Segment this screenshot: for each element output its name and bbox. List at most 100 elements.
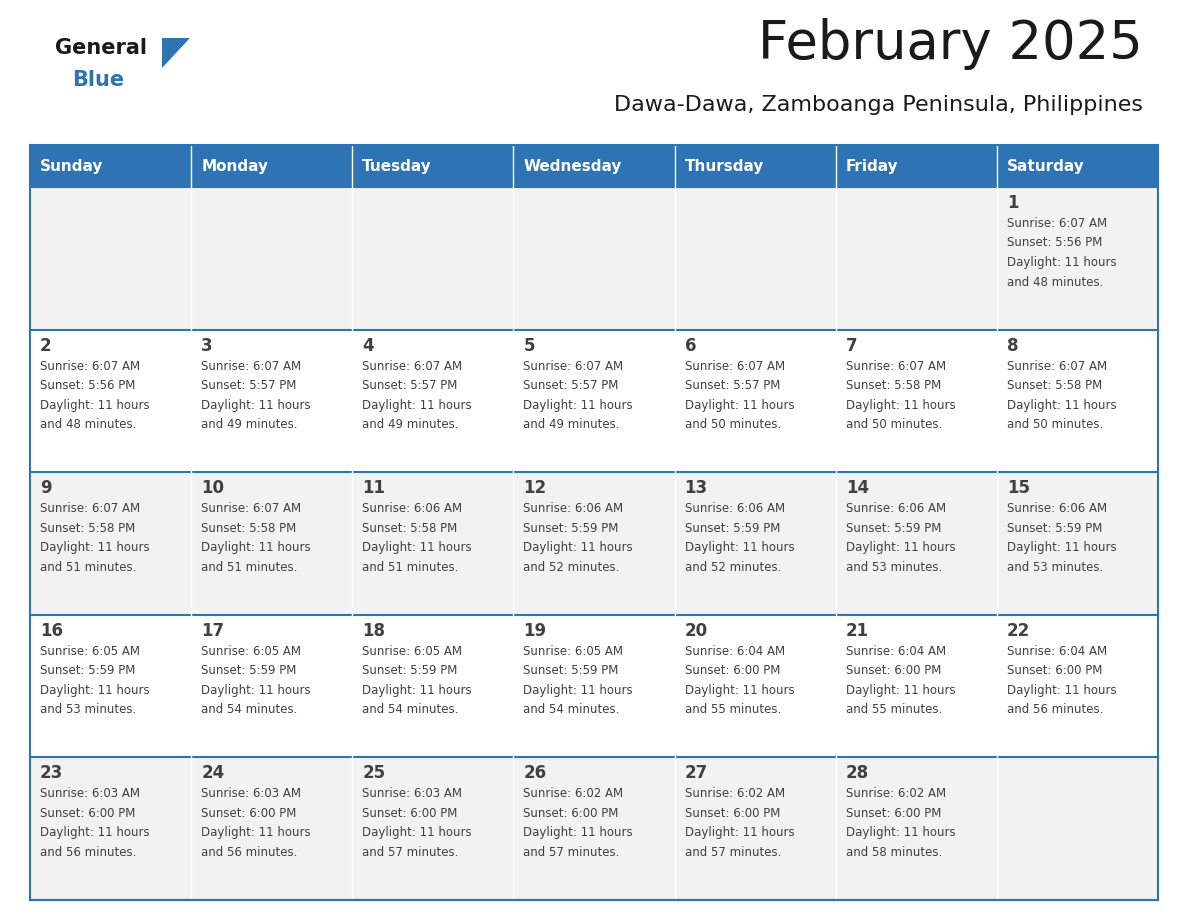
Text: Sunset: 5:58 PM: Sunset: 5:58 PM	[362, 521, 457, 534]
Text: Sunset: 5:58 PM: Sunset: 5:58 PM	[201, 521, 296, 534]
Bar	[997, 757, 1158, 900]
Text: Tuesday: Tuesday	[362, 159, 432, 174]
Bar	[513, 330, 675, 472]
Bar	[997, 615, 1158, 757]
Text: Daylight: 11 hours: Daylight: 11 hours	[40, 826, 150, 839]
Text: 11: 11	[362, 479, 385, 498]
Text: and 50 minutes.: and 50 minutes.	[846, 418, 942, 431]
Text: Sunset: 5:59 PM: Sunset: 5:59 PM	[524, 521, 619, 534]
Text: Sunrise: 6:06 AM: Sunrise: 6:06 AM	[524, 502, 624, 515]
Text: Daylight: 11 hours: Daylight: 11 hours	[684, 542, 795, 554]
Text: Saturday: Saturday	[1007, 159, 1085, 174]
Bar	[30, 757, 191, 900]
Text: and 51 minutes.: and 51 minutes.	[40, 561, 137, 574]
Bar	[30, 187, 191, 330]
Bar	[191, 757, 353, 900]
Text: Daylight: 11 hours: Daylight: 11 hours	[524, 826, 633, 839]
Text: and 49 minutes.: and 49 minutes.	[362, 418, 459, 431]
Bar	[675, 145, 835, 187]
Text: Daylight: 11 hours: Daylight: 11 hours	[684, 826, 795, 839]
Text: Sunset: 6:00 PM: Sunset: 6:00 PM	[201, 807, 297, 820]
Bar	[675, 187, 835, 330]
Text: Sunrise: 6:06 AM: Sunrise: 6:06 AM	[684, 502, 785, 515]
Text: 25: 25	[362, 765, 385, 782]
Bar	[675, 330, 835, 472]
Text: Thursday: Thursday	[684, 159, 764, 174]
Text: Sunrise: 6:04 AM: Sunrise: 6:04 AM	[1007, 644, 1107, 658]
Text: 18: 18	[362, 621, 385, 640]
Text: Wednesday: Wednesday	[524, 159, 621, 174]
Text: Sunset: 5:58 PM: Sunset: 5:58 PM	[1007, 379, 1102, 392]
Text: Daylight: 11 hours: Daylight: 11 hours	[846, 398, 955, 411]
Text: and 50 minutes.: and 50 minutes.	[684, 418, 781, 431]
Text: February 2025: February 2025	[758, 18, 1143, 70]
Text: Sunset: 6:00 PM: Sunset: 6:00 PM	[846, 807, 941, 820]
Text: Sunrise: 6:02 AM: Sunrise: 6:02 AM	[684, 788, 785, 800]
Text: Daylight: 11 hours: Daylight: 11 hours	[40, 398, 150, 411]
Text: Sunrise: 6:03 AM: Sunrise: 6:03 AM	[40, 788, 140, 800]
Text: 19: 19	[524, 621, 546, 640]
Text: Sunset: 5:57 PM: Sunset: 5:57 PM	[684, 379, 781, 392]
Bar	[675, 615, 835, 757]
Text: Sunrise: 6:06 AM: Sunrise: 6:06 AM	[362, 502, 462, 515]
Text: and 49 minutes.: and 49 minutes.	[201, 418, 298, 431]
Text: Sunset: 5:57 PM: Sunset: 5:57 PM	[524, 379, 619, 392]
Text: and 53 minutes.: and 53 minutes.	[40, 703, 137, 716]
Text: Sunset: 6:00 PM: Sunset: 6:00 PM	[684, 807, 781, 820]
Text: Daylight: 11 hours: Daylight: 11 hours	[684, 398, 795, 411]
Text: Sunrise: 6:07 AM: Sunrise: 6:07 AM	[524, 360, 624, 373]
Text: Sunset: 5:59 PM: Sunset: 5:59 PM	[524, 665, 619, 677]
Text: 7: 7	[846, 337, 858, 354]
Text: Sunrise: 6:07 AM: Sunrise: 6:07 AM	[362, 360, 462, 373]
Text: Sunset: 6:00 PM: Sunset: 6:00 PM	[362, 807, 457, 820]
Text: Sunset: 5:59 PM: Sunset: 5:59 PM	[201, 665, 297, 677]
Bar	[191, 615, 353, 757]
Text: Daylight: 11 hours: Daylight: 11 hours	[362, 684, 472, 697]
Bar	[835, 145, 997, 187]
Bar	[675, 472, 835, 615]
Text: 2: 2	[40, 337, 51, 354]
Text: 14: 14	[846, 479, 868, 498]
Bar	[30, 330, 191, 472]
Text: Sunrise: 6:04 AM: Sunrise: 6:04 AM	[846, 644, 946, 658]
Text: General: General	[55, 38, 147, 58]
Bar	[353, 615, 513, 757]
Text: and 54 minutes.: and 54 minutes.	[524, 703, 620, 716]
Bar	[513, 187, 675, 330]
Text: Sunrise: 6:04 AM: Sunrise: 6:04 AM	[684, 644, 785, 658]
Text: Daylight: 11 hours: Daylight: 11 hours	[1007, 542, 1117, 554]
Text: 6: 6	[684, 337, 696, 354]
Text: Sunset: 6:00 PM: Sunset: 6:00 PM	[524, 807, 619, 820]
Text: and 56 minutes.: and 56 minutes.	[40, 845, 137, 859]
Text: 26: 26	[524, 765, 546, 782]
Text: Daylight: 11 hours: Daylight: 11 hours	[362, 542, 472, 554]
Text: Sunset: 5:57 PM: Sunset: 5:57 PM	[362, 379, 457, 392]
Text: Sunset: 5:58 PM: Sunset: 5:58 PM	[40, 521, 135, 534]
Text: Sunrise: 6:05 AM: Sunrise: 6:05 AM	[524, 644, 624, 658]
Bar	[835, 330, 997, 472]
Text: and 54 minutes.: and 54 minutes.	[362, 703, 459, 716]
Text: 9: 9	[40, 479, 51, 498]
Text: Dawa-Dawa, Zamboanga Peninsula, Philippines: Dawa-Dawa, Zamboanga Peninsula, Philippi…	[614, 95, 1143, 115]
Text: Friday: Friday	[846, 159, 898, 174]
Text: Daylight: 11 hours: Daylight: 11 hours	[40, 542, 150, 554]
Text: 28: 28	[846, 765, 868, 782]
Text: Daylight: 11 hours: Daylight: 11 hours	[40, 684, 150, 697]
Text: and 48 minutes.: and 48 minutes.	[40, 418, 137, 431]
Text: Sunrise: 6:07 AM: Sunrise: 6:07 AM	[846, 360, 946, 373]
Text: and 56 minutes.: and 56 minutes.	[1007, 703, 1104, 716]
Text: Daylight: 11 hours: Daylight: 11 hours	[201, 398, 311, 411]
Text: 12: 12	[524, 479, 546, 498]
Text: 27: 27	[684, 765, 708, 782]
Text: Daylight: 11 hours: Daylight: 11 hours	[524, 398, 633, 411]
Text: and 54 minutes.: and 54 minutes.	[201, 703, 297, 716]
Text: Sunday: Sunday	[40, 159, 103, 174]
Text: 22: 22	[1007, 621, 1030, 640]
Text: 21: 21	[846, 621, 868, 640]
Bar	[30, 615, 191, 757]
Text: Daylight: 11 hours: Daylight: 11 hours	[846, 542, 955, 554]
Text: and 51 minutes.: and 51 minutes.	[201, 561, 297, 574]
Text: Daylight: 11 hours: Daylight: 11 hours	[201, 542, 311, 554]
Bar	[835, 757, 997, 900]
Text: Daylight: 11 hours: Daylight: 11 hours	[362, 398, 472, 411]
